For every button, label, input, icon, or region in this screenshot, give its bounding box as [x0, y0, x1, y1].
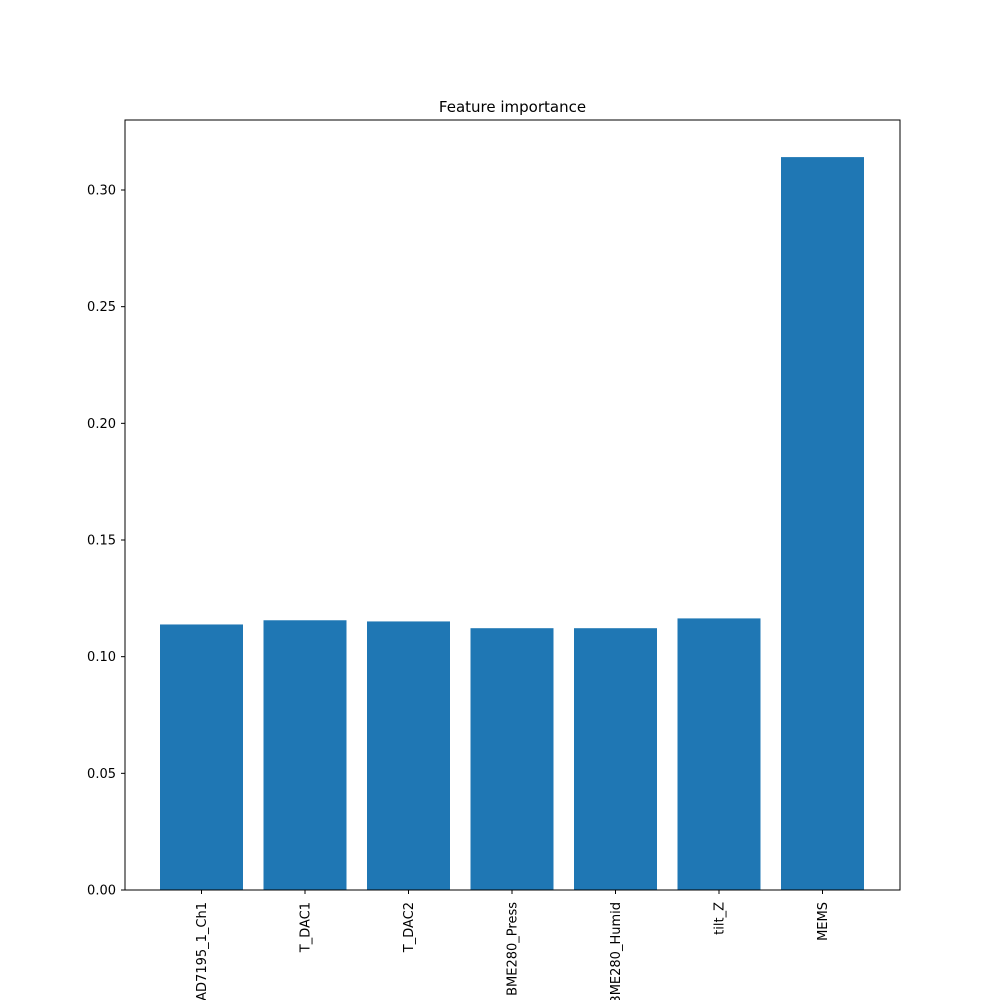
y-tick-label: 0.30: [87, 184, 116, 199]
x-tick-label: BME280_Press: [506, 902, 521, 996]
x-tick-label: AD7195_1_Ch1: [195, 902, 210, 1000]
y-tick-label: 0.10: [87, 650, 116, 665]
bar: [574, 628, 657, 890]
y-tick-label: 0.15: [87, 534, 116, 549]
bar: [160, 624, 243, 890]
bar: [781, 157, 864, 891]
bar: [367, 621, 450, 890]
x-axis: AD7195_1_Ch1 T_DAC1 T_DAC2 BME280_Press BME2…: [195, 890, 831, 1000]
x-tick-label: T_DAC1: [299, 902, 314, 953]
plot-frame: [124, 119, 901, 891]
x-tick-label: tilt_Z: [713, 902, 728, 935]
y-axis: 0.00 0.05 0.10 0.15 0.20 0.25 0.30: [87, 184, 125, 899]
y-tick-label: 0.05: [87, 767, 116, 782]
y-tick-label: 0.00: [87, 884, 116, 899]
x-tick-label: BME280_Humid: [609, 902, 624, 1000]
bar: [677, 618, 761, 890]
chart-title: Feature importance: [439, 98, 586, 116]
bars-group: [160, 157, 864, 891]
bar: [263, 620, 347, 890]
x-tick-label: T_DAC2: [402, 902, 417, 953]
x-tick-label: MEMS: [816, 902, 831, 941]
bar: [470, 628, 554, 890]
y-tick-label: 0.20: [87, 417, 116, 432]
y-tick-label: 0.25: [87, 300, 116, 315]
